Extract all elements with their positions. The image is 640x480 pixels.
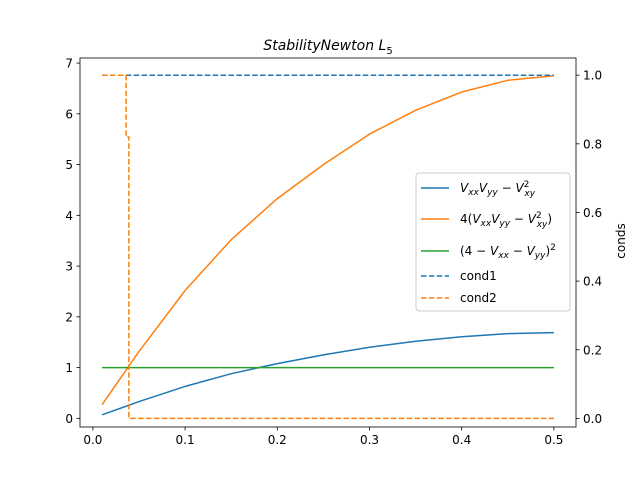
legend-label-cond1: cond1 bbox=[460, 269, 497, 283]
y-tick-label-0: 0 bbox=[65, 412, 73, 426]
x-tick-label-3: 0.3 bbox=[360, 433, 379, 447]
y2-axis-label: conds bbox=[614, 223, 628, 258]
plot-frame bbox=[79, 57, 577, 428]
y-tick-label-5: 5 bbox=[65, 158, 73, 172]
y-tick-label-3: 3 bbox=[65, 260, 73, 274]
legend: VxxVyy − V2 xy 4(VxxVyy − V2 xy) (4 − Vxx … bbox=[415, 172, 571, 312]
legend-label-cond2: cond2 bbox=[460, 291, 497, 305]
legend-frame bbox=[415, 172, 571, 312]
y2-tick-label-3: 0.6 bbox=[583, 206, 602, 220]
x-tick-label-0: 0.0 bbox=[83, 433, 102, 447]
axes: 0.0 0.1 0.2 0.3 0.4 0.5 0 1 2 3 4 5 6 7 0.0 0.2 0.4 0.6 0.… bbox=[65, 57, 602, 447]
y2-tick-label-2: 0.4 bbox=[583, 275, 602, 289]
y-tick-label-6: 6 bbox=[65, 107, 73, 121]
y-tick-label-7: 7 bbox=[65, 57, 73, 71]
y-tick-label-2: 2 bbox=[65, 310, 73, 324]
y-tick-label-4: 4 bbox=[65, 209, 73, 223]
series-line-1 bbox=[101, 75, 554, 406]
series-line-4 bbox=[102, 74, 554, 420]
legend-label-vdet4: 4(VxxVyy − V2 xy) bbox=[460, 211, 552, 230]
chart-title: StabilityNewton L5 bbox=[263, 38, 392, 57]
x-tick-label-5: 0.5 bbox=[544, 433, 563, 447]
y-tick-label-1: 1 bbox=[65, 361, 73, 375]
legend-label-trace: (4 − Vxx − Vyy)2 bbox=[460, 243, 556, 261]
x-tick-label-4: 0.4 bbox=[452, 433, 471, 447]
legend-label-vdet: VxxVyy − V2 xy bbox=[460, 180, 536, 199]
x-tick-label-1: 0.1 bbox=[176, 433, 195, 447]
y2-tick-label-0: 0.0 bbox=[583, 412, 602, 426]
x-tick-label-2: 0.2 bbox=[268, 433, 287, 447]
series-line-0 bbox=[101, 331, 554, 416]
y2-tick-label-5: 1.0 bbox=[583, 69, 602, 83]
plot-area bbox=[101, 74, 554, 420]
y2-tick-label-4: 0.8 bbox=[583, 137, 602, 151]
y2-tick-label-1: 0.2 bbox=[583, 343, 602, 357]
